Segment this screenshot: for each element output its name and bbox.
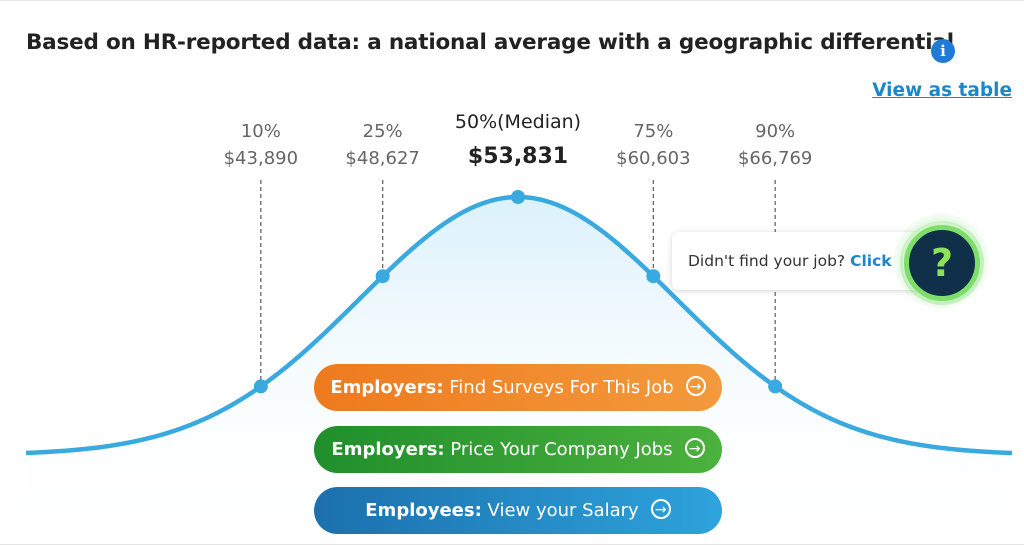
page-title: Based on HR-reported data: a national av… xyxy=(26,30,954,55)
view-as-table-link[interactable]: View as table xyxy=(872,80,1012,101)
arrow-right-icon: → xyxy=(684,438,705,458)
salary-value-label-3: $53,831 xyxy=(468,144,568,169)
button-label-bold: Employees: xyxy=(365,500,482,521)
percentile-label-3: 50%(Median) xyxy=(455,111,581,133)
percentile-label-5: 90% xyxy=(755,121,795,142)
button-label: Find Surveys For This Job xyxy=(443,377,674,398)
job-not-found-tooltip: Didn't find your job? Click xyxy=(672,232,922,290)
percentile-point-2[interactable] xyxy=(375,269,390,284)
percentile-point-1[interactable] xyxy=(253,379,268,394)
tooltip-click-link[interactable]: Click xyxy=(850,252,892,270)
percentile-label-4: 75% xyxy=(633,121,673,142)
view-salary-button[interactable]: Employees: View your Salary → xyxy=(314,487,722,534)
find-surveys-button[interactable]: Employers: Find Surveys For This Job → xyxy=(314,364,722,411)
question-mark-icon[interactable]: ? xyxy=(904,225,980,301)
arrow-right-icon: → xyxy=(650,499,671,519)
button-label: Price Your Company Jobs xyxy=(444,439,673,460)
arrow-right-icon: → xyxy=(685,376,706,396)
salary-value-label-4: $60,603 xyxy=(616,148,690,169)
info-icon[interactable]: i xyxy=(931,39,955,63)
percentile-point-4[interactable] xyxy=(646,269,661,284)
percentile-label-1: 10% xyxy=(241,121,281,142)
help-button[interactable]: ? xyxy=(893,213,989,309)
percentile-label-2: 25% xyxy=(363,121,403,142)
tooltip-text: Didn't find your job? xyxy=(688,252,846,270)
button-label-bold: Employers: xyxy=(330,377,444,398)
button-label-bold: Employers: xyxy=(331,439,445,460)
button-label: View your Salary xyxy=(481,500,639,521)
percentile-point-3[interactable] xyxy=(511,190,525,204)
price-jobs-button[interactable]: Employers: Price Your Company Jobs → xyxy=(314,426,722,473)
salary-value-label-5: $66,769 xyxy=(738,148,812,169)
salary-value-label-2: $48,627 xyxy=(345,148,419,169)
percentile-point-5[interactable] xyxy=(768,379,783,394)
salary-value-label-1: $43,890 xyxy=(224,148,298,169)
